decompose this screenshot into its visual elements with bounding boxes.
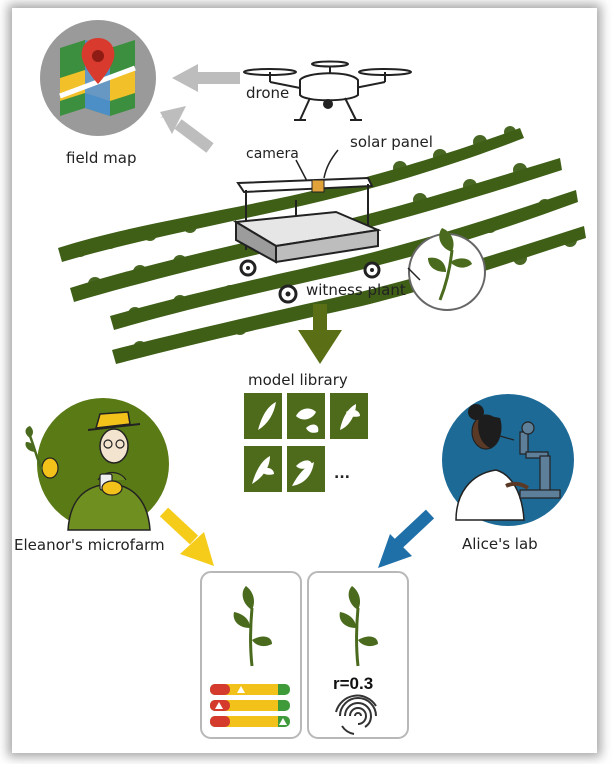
model-library-label: model library [248,371,348,389]
drone-icon [243,60,412,121]
witness-plant-label: witness plant [306,281,406,299]
camera-pointer [295,159,309,184]
alice-to-result-arrow [378,509,435,568]
trait-score-bars [210,684,290,727]
solar-panel-pointer [323,149,339,179]
drone-to-map-arrows [160,64,240,153]
rover-to-library-arrow [298,304,342,364]
field-map-label: field map [66,149,136,167]
alice-label: Alice's lab [462,535,538,553]
model-library-grid: ... [244,393,368,493]
result-card-eleanor [200,571,302,739]
eleanor-to-result-arrow [159,507,214,566]
eleanor-label: Eleanor's microfarm [14,536,165,554]
correlation-value: r=0.3 [333,674,373,693]
witness-plant-pointer [407,267,421,281]
drone-label: drone [246,84,289,102]
witness-plant-icon [408,228,486,311]
fingerprint-icon [335,694,377,735]
solar-panel-label: solar panel [350,133,433,151]
field-rover-icon [232,176,382,304]
camera-label: camera [246,146,299,162]
result-card-alice: r=0.3 [307,571,409,739]
model-library-more: ... [334,466,350,482]
field-map-icon [40,20,156,136]
alice-scientist-icon [442,394,574,526]
eleanor-farmer-icon [25,398,169,531]
